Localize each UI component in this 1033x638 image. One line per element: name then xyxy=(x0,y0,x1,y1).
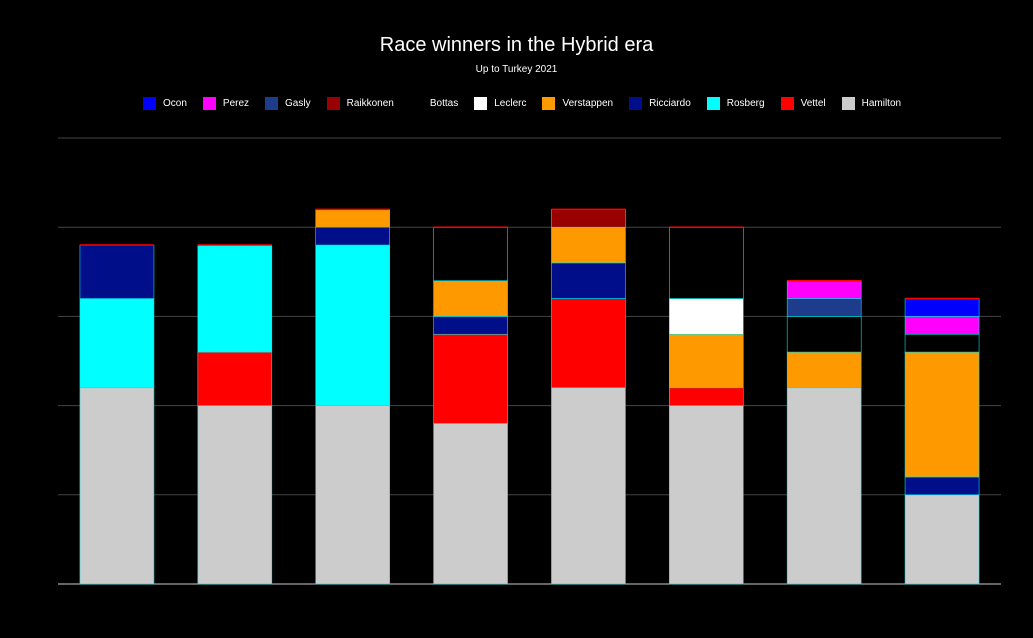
legend-item-vettel[interactable]: Vettel xyxy=(780,97,826,110)
legend-item-raikkonen[interactable]: Raikkonen xyxy=(326,97,394,110)
bar-segment-verstappen[interactable] xyxy=(786,351,862,389)
bar-segment-verstappen[interactable] xyxy=(551,226,626,264)
bar-segment-verstappen[interactable] xyxy=(904,351,980,478)
legend-swatch xyxy=(629,97,643,110)
bar-stack-2019 xyxy=(669,226,744,585)
bar-segment-verstappen[interactable] xyxy=(315,209,390,228)
bar-segment-vettel[interactable] xyxy=(551,298,626,389)
bar-stack-2016 xyxy=(315,208,390,585)
bar-segment-ricciardo[interactable] xyxy=(433,316,508,335)
legend-item-rosberg[interactable]: Rosberg xyxy=(706,97,765,110)
bar-segment-perez[interactable] xyxy=(904,316,980,335)
bar-segment-ricciardo[interactable] xyxy=(904,476,980,496)
legend-item-bottas[interactable]: Bottas xyxy=(409,97,459,110)
legend-label: Bottas xyxy=(429,98,459,109)
legend-swatch xyxy=(780,97,794,110)
bar-segment-ricciardo[interactable] xyxy=(315,226,390,246)
bar-segment-raikkonen[interactable] xyxy=(551,209,626,228)
bar-segment-leclerc[interactable] xyxy=(669,298,744,335)
bar-segment-ricciardo[interactable] xyxy=(551,262,626,299)
bar-stack-2014 xyxy=(79,244,155,585)
legend-label: Hamilton xyxy=(861,98,902,109)
legend-label: Perez xyxy=(222,98,250,109)
legend-swatch xyxy=(326,97,340,110)
bar-segment-ocon[interactable] xyxy=(904,298,980,317)
legend-swatch xyxy=(542,97,556,110)
legend-item-hamilton[interactable]: Hamilton xyxy=(841,97,902,110)
bar-segment-hamilton[interactable] xyxy=(669,405,744,585)
legend-swatch xyxy=(474,97,488,110)
legend-label: Ricciardo xyxy=(649,98,691,109)
legend-swatch xyxy=(202,97,216,110)
legend-swatch xyxy=(841,97,855,110)
legend-item-verstappen[interactable]: Verstappen xyxy=(542,97,613,110)
legend-item-ricciardo[interactable]: Ricciardo xyxy=(629,97,691,110)
chart-legend: Ocon Perez Gasly Raikkonen Bottas Leclerc Vers… xyxy=(143,97,917,110)
chart-title: Race winners in the Hybrid era xyxy=(379,34,654,56)
legend-label: Raikkonen xyxy=(346,98,394,109)
bar-segment-verstappen[interactable] xyxy=(669,333,744,389)
legend-label: Gasly xyxy=(285,98,311,109)
legend-label: Rosberg xyxy=(726,98,765,109)
bar-segment-verstappen[interactable] xyxy=(433,280,508,317)
bar-segment-vettel[interactable] xyxy=(433,333,508,424)
bar-stack-2020 xyxy=(786,279,862,585)
bar-segment-gasly[interactable] xyxy=(786,298,862,317)
legend-label: Leclerc xyxy=(494,98,527,109)
bar-stack-2021 xyxy=(904,297,980,585)
bar-segment-bottas[interactable] xyxy=(433,226,508,282)
legend-swatch xyxy=(409,97,423,110)
bar-segment-hamilton[interactable] xyxy=(79,387,155,585)
legend-swatch xyxy=(706,97,720,110)
legend-item-ocon[interactable]: Ocon xyxy=(143,97,187,110)
bar-segment-hamilton[interactable] xyxy=(551,387,626,585)
legend-item-perez[interactable]: Perez xyxy=(202,97,250,110)
bar-segment-vettel[interactable] xyxy=(197,351,273,406)
legend-label: Verstappen xyxy=(562,98,614,109)
bar-stack-2015 xyxy=(197,244,273,585)
bar-segment-bottas[interactable] xyxy=(786,316,862,353)
bar-segment-hamilton[interactable] xyxy=(786,387,862,585)
bar-segment-hamilton[interactable] xyxy=(433,423,508,585)
legend-item-gasly[interactable]: Gasly xyxy=(265,97,311,110)
legend-swatch xyxy=(143,97,156,110)
legend-label: Vettel xyxy=(800,98,826,109)
bar-stack-2018 xyxy=(551,208,626,585)
legend-swatch xyxy=(265,97,279,110)
bar-segment-hamilton[interactable] xyxy=(315,405,390,585)
bar-segment-bottas[interactable] xyxy=(904,333,980,353)
bar-segment-rosberg[interactable] xyxy=(315,244,390,406)
bar-stack-2017 xyxy=(433,226,508,585)
legend-label: Ocon xyxy=(163,98,187,109)
bar-segment-rosberg[interactable] xyxy=(197,244,273,353)
bar-segment-hamilton[interactable] xyxy=(197,405,273,585)
bar-segment-ricciardo[interactable] xyxy=(79,244,155,299)
bar-segment-vettel[interactable] xyxy=(669,387,744,406)
bar-segment-bottas[interactable] xyxy=(669,226,744,299)
bar-segment-hamilton[interactable] xyxy=(904,494,980,585)
bar-segment-perez[interactable] xyxy=(786,280,862,299)
legend-item-leclerc[interactable]: Leclerc xyxy=(474,97,526,110)
bar-segment-rosberg[interactable] xyxy=(79,298,155,389)
chart-subtitle: Up to Turkey 2021 xyxy=(475,64,558,75)
